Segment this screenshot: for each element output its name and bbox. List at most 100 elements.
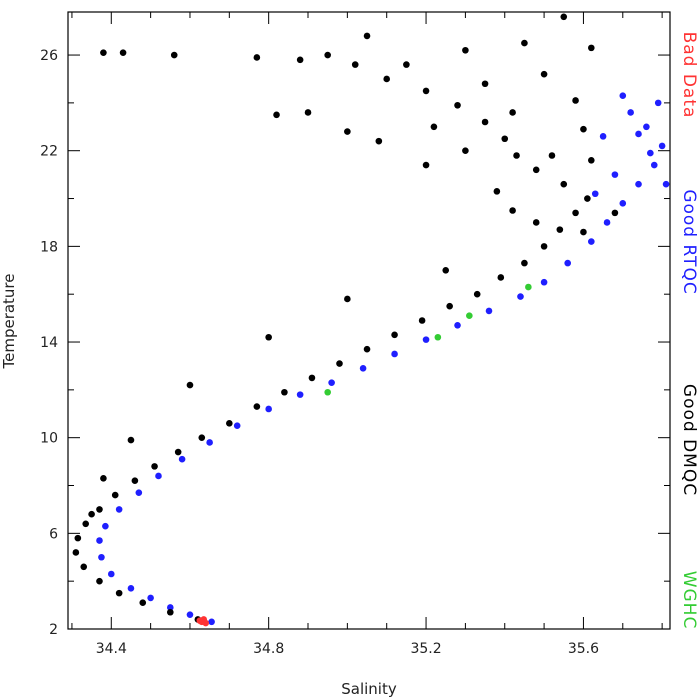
point-wghc (434, 333, 442, 341)
point-good-rtqc (564, 259, 571, 267)
y-tick-label: 2 (49, 622, 58, 638)
point-good-dmqc (351, 61, 359, 68)
point-good-rtqc (485, 307, 493, 315)
point-good-dmqc (174, 448, 182, 456)
point-good-dmqc (540, 243, 548, 250)
point-good-dmqc (540, 70, 548, 78)
point-good-dmqc (509, 109, 516, 116)
point-good-rtqc (654, 99, 662, 107)
point-good-dmqc (324, 51, 331, 59)
point-bad-data (200, 616, 208, 623)
legend-item-good-dmqc: Good DMQC (679, 384, 699, 496)
x-tick-label: 35.6 (568, 641, 599, 657)
point-good-rtqc (328, 379, 335, 386)
point-good-rtqc (147, 594, 154, 602)
point-good-dmqc (88, 510, 95, 518)
point-good-rtqc (206, 439, 213, 446)
point-good-dmqc (422, 161, 430, 169)
point-good-dmqc (281, 388, 288, 396)
point-good-dmqc (521, 39, 528, 47)
point-good-rtqc (135, 489, 143, 496)
point-good-dmqc (588, 44, 595, 52)
point-good-rtqc (167, 604, 174, 611)
point-good-dmqc (167, 608, 174, 616)
point-good-dmqc (572, 97, 579, 104)
point-good-dmqc (96, 577, 103, 585)
y-tick-label: 10 (40, 431, 58, 447)
point-good-dmqc (186, 381, 194, 389)
point-good-rtqc (422, 336, 430, 343)
point-good-rtqc (662, 180, 670, 188)
point-good-dmqc (584, 195, 591, 202)
point-good-dmqc (72, 549, 80, 556)
point-good-dmqc (532, 166, 540, 174)
point-good-rtqc (588, 238, 595, 245)
point-good-dmqc (513, 152, 520, 159)
point-wghc (525, 283, 532, 291)
point-good-rtqc (127, 585, 135, 592)
point-good-dmqc (493, 188, 501, 195)
point-good-rtqc (643, 123, 650, 131)
point-good-dmqc (253, 403, 261, 410)
point-good-rtqc (635, 180, 642, 188)
data-points (72, 13, 670, 627)
point-good-dmqc (521, 259, 528, 267)
legend-item-wghc: WGHC (679, 571, 699, 630)
point-good-rtqc (635, 130, 642, 138)
point-good-dmqc (198, 434, 206, 441)
x-tick-label: 34.8 (253, 641, 284, 657)
point-good-rtqc (540, 278, 548, 286)
point-good-dmqc (462, 46, 469, 54)
point-good-dmqc (296, 56, 304, 64)
point-good-dmqc (383, 75, 391, 83)
point-good-dmqc (74, 534, 82, 542)
point-good-dmqc (363, 345, 371, 353)
point-good-dmqc (127, 436, 135, 444)
point-good-dmqc (442, 266, 450, 274)
point-good-dmqc (273, 111, 280, 119)
point-good-dmqc (481, 80, 489, 88)
point-good-rtqc (627, 109, 634, 116)
point-good-rtqc (233, 422, 241, 430)
point-good-dmqc (82, 520, 90, 528)
point-good-dmqc (481, 118, 489, 126)
point-good-dmqc (304, 109, 312, 116)
point-good-rtqc (454, 321, 461, 329)
point-good-dmqc (80, 563, 88, 571)
point-good-rtqc (591, 190, 599, 198)
y-axis-label: Temperature (0, 273, 18, 369)
point-good-rtqc (619, 200, 627, 207)
point-good-dmqc (139, 599, 147, 606)
point-good-dmqc (131, 477, 139, 485)
point-good-rtqc (155, 472, 162, 480)
legend: Bad Data Good RTQC Good DMQC WGHC (679, 32, 699, 630)
point-good-dmqc (336, 360, 343, 367)
point-good-dmqc (446, 302, 453, 310)
point-good-rtqc (391, 350, 398, 358)
point-good-dmqc (363, 32, 371, 40)
point-good-rtqc (208, 618, 215, 626)
point-good-dmqc (454, 101, 461, 109)
point-good-dmqc (501, 135, 509, 143)
point-good-dmqc (611, 209, 619, 217)
point-good-dmqc (100, 475, 107, 482)
point-good-rtqc (658, 142, 666, 150)
point-good-dmqc (308, 374, 316, 382)
point-good-dmqc (403, 61, 410, 68)
point-good-rtqc (102, 522, 109, 530)
y-tick-label: 6 (49, 526, 58, 542)
point-good-dmqc (151, 463, 158, 470)
point-good-rtqc (96, 537, 103, 544)
point-good-rtqc (647, 149, 654, 157)
point-good-rtqc (296, 391, 304, 398)
point-wghc (466, 312, 473, 320)
point-good-rtqc (178, 455, 186, 463)
point-good-dmqc (588, 156, 595, 164)
point-good-dmqc (344, 128, 351, 135)
legend-item-bad-data: Bad Data (679, 32, 699, 119)
point-good-dmqc (473, 290, 481, 298)
point-good-dmqc (96, 506, 103, 513)
point-good-dmqc (556, 226, 564, 233)
